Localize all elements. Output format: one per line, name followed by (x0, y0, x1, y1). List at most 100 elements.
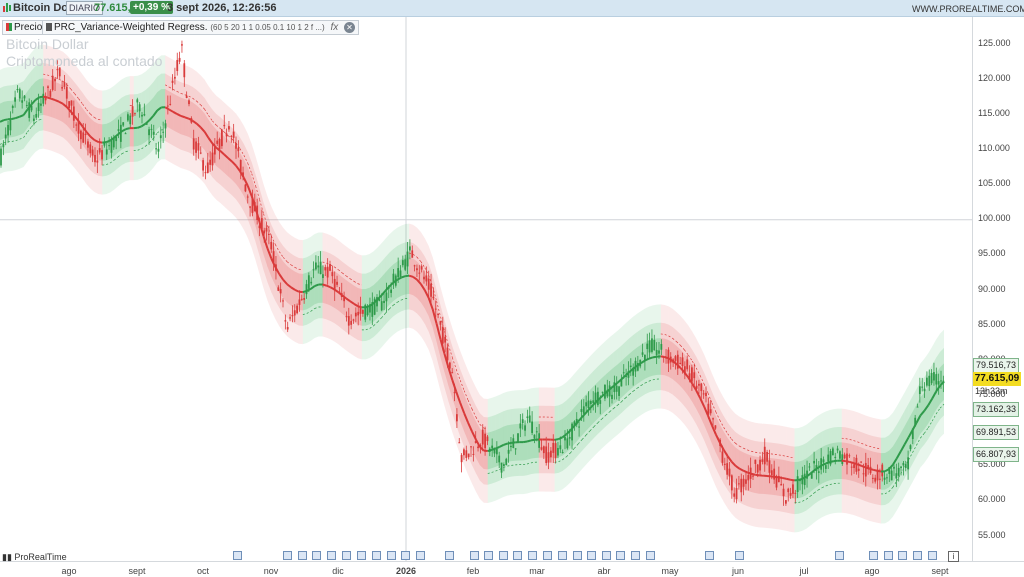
candle-body (155, 148, 157, 149)
y-tick-label: 85.000 (978, 319, 1006, 329)
candle-body (874, 478, 876, 482)
candle-body (794, 493, 796, 494)
calendar-event-icon[interactable] (884, 551, 893, 560)
calendar-event-icon[interactable] (499, 551, 508, 560)
calendar-event-icon[interactable] (312, 551, 321, 560)
regression-line-segment (39, 97, 43, 98)
candle-body (921, 387, 923, 388)
calendar-event-icon[interactable] (602, 551, 611, 560)
legend-indicator[interactable]: PRC_Variance-Weighted Regress. (60 5 20 … (42, 20, 359, 35)
candle-body (682, 357, 684, 366)
candle-body (710, 409, 712, 413)
candle-body (230, 136, 232, 137)
candle-body (919, 386, 921, 394)
datetime-readout: 3 sept 2026, 12:26:56 (167, 2, 276, 14)
legend-price[interactable]: Precio (2, 20, 46, 35)
candle-body (827, 455, 829, 462)
candle-body (482, 430, 484, 445)
calendar-event-icon[interactable] (735, 551, 744, 560)
calendar-event-icon[interactable] (416, 551, 425, 560)
calendar-event-icon[interactable] (470, 551, 479, 560)
candle-body (287, 327, 289, 329)
calendar-event-icon[interactable] (835, 551, 844, 560)
candle-body (17, 89, 19, 90)
candle-body (465, 450, 467, 458)
calendar-event-icon[interactable] (616, 551, 625, 560)
candle-body (151, 129, 153, 130)
candle-body (433, 297, 435, 298)
site-link[interactable]: WWW.PROREALTIME.COM (912, 3, 1024, 15)
calendar-event-icon[interactable] (298, 551, 307, 560)
candle-body (834, 457, 836, 458)
candle-body (759, 460, 761, 471)
calendar-event-icon[interactable] (928, 551, 937, 560)
calendar-event-icon[interactable] (869, 551, 878, 560)
candle-body (649, 340, 651, 352)
calendar-event-icon[interactable] (484, 551, 493, 560)
candle-body (174, 77, 176, 79)
calendar-event-icon[interactable] (327, 551, 336, 560)
calendar-event-icon[interactable] (558, 551, 567, 560)
calendar-event-icon[interactable] (372, 551, 381, 560)
calendar-event-icon[interactable] (528, 551, 537, 560)
candle-body (68, 101, 70, 108)
candle-body (92, 150, 94, 156)
candle-body (423, 277, 425, 280)
candle-body (863, 473, 865, 474)
calendar-event-icon[interactable] (445, 551, 454, 560)
price-chart[interactable] (0, 17, 972, 561)
calendar-event-icon[interactable] (401, 551, 410, 560)
calendar-event-icon[interactable] (543, 551, 552, 560)
calendar-event-icon[interactable] (387, 551, 396, 560)
candle-body (564, 437, 566, 440)
calendar-event-icon[interactable] (913, 551, 922, 560)
regression-line-segment (492, 449, 496, 450)
candle-body (195, 141, 197, 152)
fx-icon[interactable]: fx (330, 22, 338, 33)
regression-line-segment (779, 477, 783, 478)
calendar-event-icon[interactable] (233, 551, 242, 560)
candle-body (416, 268, 418, 270)
info-icon[interactable]: i (948, 551, 959, 562)
candle-body (510, 446, 512, 447)
candle-body (292, 315, 294, 316)
candle-body (764, 447, 766, 465)
regression-line-segment (181, 116, 185, 117)
candle-body (891, 471, 893, 481)
candle-body (623, 372, 625, 373)
candle-body (541, 447, 543, 449)
candle-body (179, 58, 181, 62)
x-tick-label: abr (597, 566, 610, 576)
calendar-event-icon[interactable] (898, 551, 907, 560)
candle-body (487, 437, 489, 442)
calendar-event-icon[interactable] (631, 551, 640, 560)
current-price-tag: 77.615,09 (973, 372, 1021, 386)
calendar-event-icon[interactable] (357, 551, 366, 560)
candle-body (522, 419, 524, 423)
calendar-event-icon[interactable] (283, 551, 292, 560)
candle-body (660, 344, 662, 350)
calendar-event-icon[interactable] (573, 551, 582, 560)
calendar-event-icon[interactable] (646, 551, 655, 560)
regression-line-segment (12, 118, 16, 119)
candle-body (477, 447, 479, 448)
calendar-event-icon[interactable] (705, 551, 714, 560)
calendar-event-icon[interactable] (513, 551, 522, 560)
candle-body (435, 309, 437, 310)
candle-body (783, 489, 785, 496)
candle-body (938, 381, 940, 384)
candle-body (611, 395, 613, 399)
calendar-event-icon[interactable] (342, 551, 351, 560)
candle-body (517, 433, 519, 442)
calendar-event-icon[interactable] (587, 551, 596, 560)
candle-body (809, 466, 811, 467)
chart-canvas[interactable] (0, 17, 972, 561)
candle-body (320, 262, 322, 274)
candle-body (390, 290, 392, 293)
close-circle-icon[interactable]: ✕ (344, 22, 355, 33)
candle-body (96, 160, 98, 162)
candle-body (346, 316, 348, 317)
y-tick-label: 95.000 (978, 248, 1006, 258)
candle-body (411, 250, 413, 257)
price-tag-upper-band: 79.516,73 (973, 358, 1019, 373)
